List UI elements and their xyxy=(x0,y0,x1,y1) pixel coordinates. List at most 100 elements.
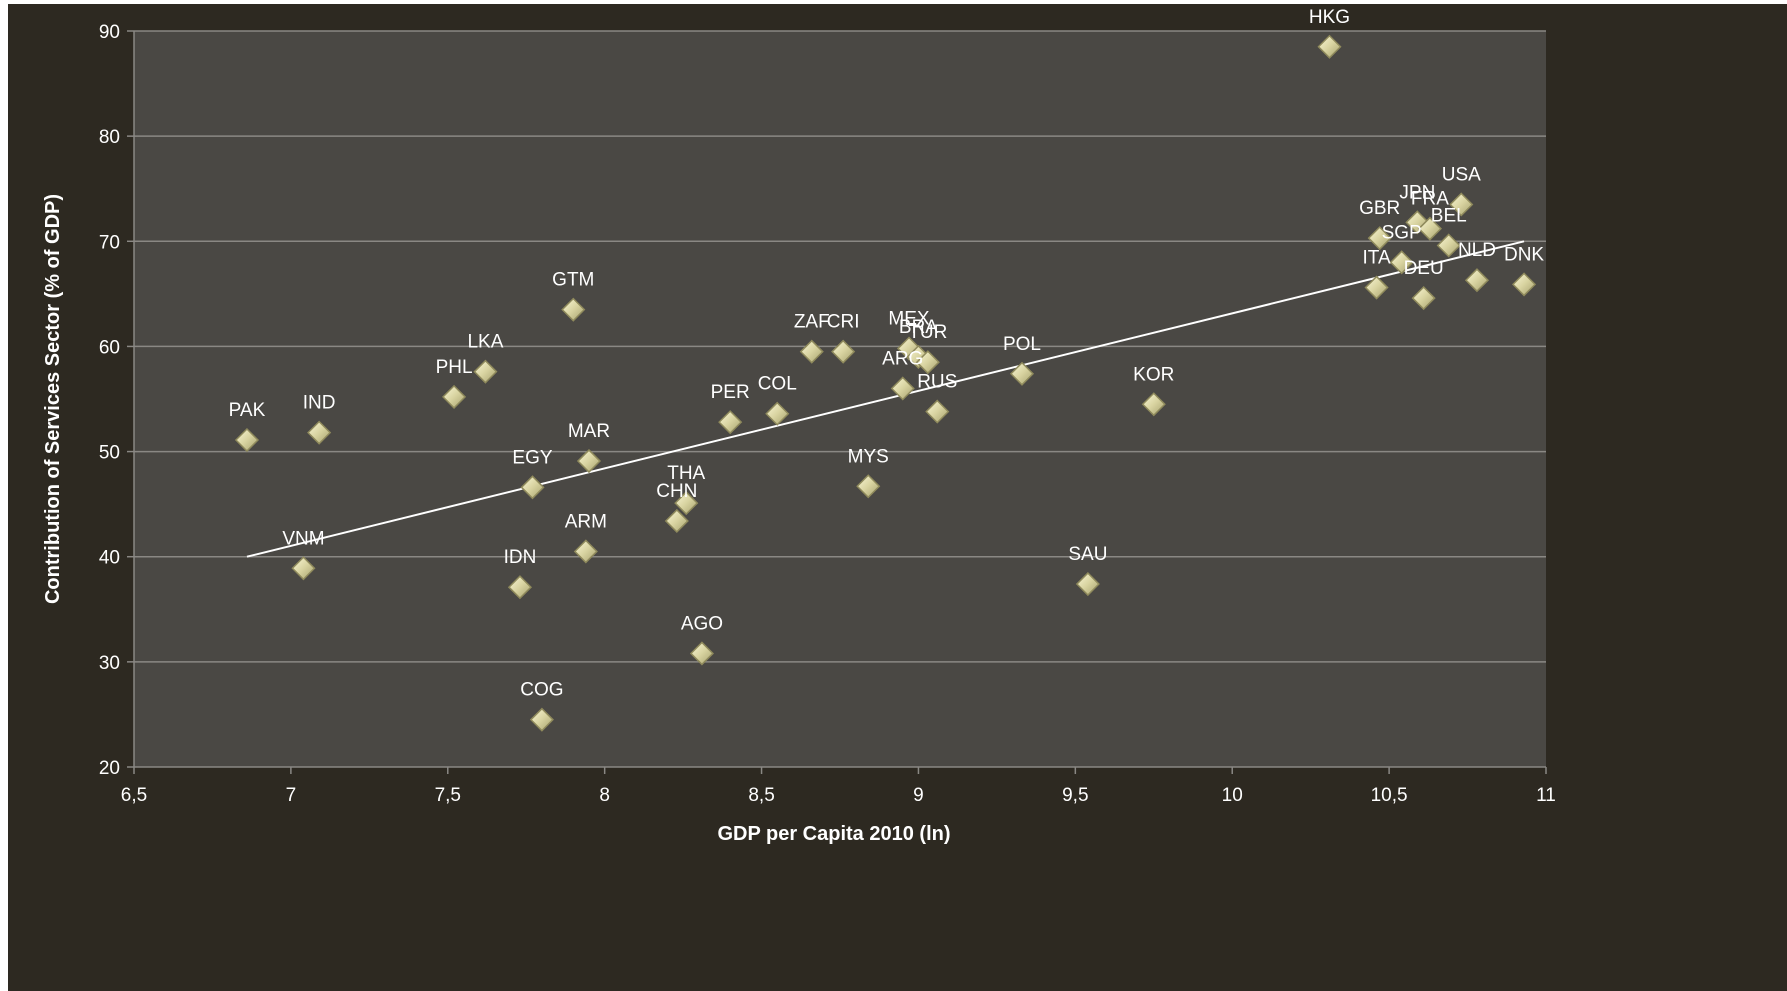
data-label-dnk: DNK xyxy=(1504,244,1544,265)
data-point-gtm xyxy=(561,297,586,322)
data-point-gbr xyxy=(1367,226,1392,251)
data-point-tha xyxy=(674,491,699,516)
data-label-egy: EGY xyxy=(512,447,552,468)
data-point-arg xyxy=(890,376,915,401)
data-label-nld: NLD xyxy=(1458,240,1496,261)
y-tick-label: 20 xyxy=(99,758,120,779)
data-label-zaf: ZAF xyxy=(794,312,830,333)
data-point-per xyxy=(718,410,743,435)
data-point-ago xyxy=(689,641,714,666)
data-label-bra: BRA xyxy=(899,317,938,338)
data-label-col: COL xyxy=(758,374,797,395)
x-tick-label: 6,5 xyxy=(121,785,147,806)
data-label-idn: IDN xyxy=(504,547,537,568)
data-point-fra xyxy=(1417,216,1442,241)
y-tick-label: 70 xyxy=(99,232,120,253)
data-label-pak: PAK xyxy=(229,400,266,421)
data-label-ita: ITA xyxy=(1362,248,1390,269)
data-points xyxy=(234,34,1537,732)
data-point-hkg xyxy=(1317,34,1342,59)
x-tick-label: 7,5 xyxy=(435,785,461,806)
data-point-ita xyxy=(1364,275,1389,300)
chart-panel: 20 30 40 50 60 70 80 90 6,5 7 7,5 8 8,5 9 9,5 10 10,5 11… xyxy=(8,4,1787,991)
data-label-cog: COG xyxy=(520,680,563,701)
x-tick-label: 8 xyxy=(599,785,610,806)
data-label-vnm: VNM xyxy=(282,528,324,549)
x-tick-label: 10 xyxy=(1222,785,1243,806)
x-tick-label: 11 xyxy=(1536,785,1556,806)
data-label-jpn: JPN xyxy=(1399,182,1435,203)
data-label-ago: AGO xyxy=(681,613,723,634)
data-label-deu: DEU xyxy=(1404,258,1444,279)
data-point-idn xyxy=(507,575,533,600)
y-tick-label: 80 xyxy=(99,127,120,148)
x-tick-label: 8,5 xyxy=(748,785,774,806)
data-point-lka xyxy=(473,359,498,384)
data-label-arg: ARG xyxy=(882,348,923,369)
trendline xyxy=(246,240,1525,558)
data-label-tha: THA xyxy=(667,463,705,484)
data-point-pol xyxy=(1009,361,1035,386)
data-label-bel: BEL xyxy=(1431,205,1467,226)
data-point-col xyxy=(765,401,790,426)
y-tick-label: 50 xyxy=(99,443,120,464)
data-point-tur xyxy=(915,350,940,375)
data-label-per: PER xyxy=(711,382,750,403)
scatter-chart: 20 30 40 50 60 70 80 90 6,5 7 7,5 8 8,5 9 9,5 10 10,5 11… xyxy=(42,7,1556,845)
data-label-mar: MAR xyxy=(568,421,610,442)
data-label-arm: ARM xyxy=(565,511,607,532)
data-point-sau xyxy=(1075,571,1100,597)
data-label-mys: MYS xyxy=(848,446,889,467)
data-point-mys xyxy=(856,474,881,499)
data-point-cog xyxy=(529,707,554,732)
y-tick-label: 40 xyxy=(99,548,120,569)
data-point-pak xyxy=(234,427,260,453)
y-tick-label: 90 xyxy=(99,22,120,43)
gridlines xyxy=(127,30,1547,774)
data-point-usa xyxy=(1449,192,1474,217)
x-tick-label: 10,5 xyxy=(1371,785,1408,806)
data-label-hkg: HKG xyxy=(1309,7,1350,28)
data-point-bel xyxy=(1436,233,1461,258)
data-point-cri xyxy=(831,339,856,364)
data-label-rus: RUS xyxy=(917,372,957,393)
data-point-sgp xyxy=(1389,250,1414,275)
data-label-gtm: GTM xyxy=(552,270,594,291)
data-label-sgp: SGP xyxy=(1382,222,1422,243)
data-point-ind xyxy=(307,420,332,445)
data-point-nld xyxy=(1464,268,1490,293)
data-label-kor: KOR xyxy=(1133,364,1174,385)
data-label-cri: CRI xyxy=(827,312,860,333)
data-label-phl: PHL xyxy=(436,357,473,378)
plot-area xyxy=(134,31,1546,767)
data-point-deu xyxy=(1411,286,1436,311)
data-point-arm xyxy=(573,539,598,564)
data-label-fra: FRA xyxy=(1411,189,1449,210)
data-label-usa: USA xyxy=(1442,164,1481,185)
data-point-kor xyxy=(1141,392,1166,417)
y-tick-label: 30 xyxy=(99,653,120,674)
data-label-tur: TUR xyxy=(908,322,947,343)
data-label-lka: LKA xyxy=(467,332,503,353)
data-label-mex: MEX xyxy=(888,309,930,330)
x-tick-label: 7 xyxy=(286,785,297,806)
x-tick-label: 9,5 xyxy=(1062,785,1088,806)
data-point-vnm xyxy=(291,556,316,581)
data-label-sau: SAU xyxy=(1068,544,1107,565)
y-axis-title: Contribution of Services Sector (% of GD… xyxy=(42,194,64,604)
data-point-rus xyxy=(925,399,950,424)
data-label-ind: IND xyxy=(303,393,336,414)
data-label-gbr: GBR xyxy=(1359,198,1400,219)
trendline-group xyxy=(246,240,1525,558)
data-point-zaf xyxy=(799,339,824,364)
data-point-mar xyxy=(576,448,602,474)
data-point-egy xyxy=(520,475,545,500)
y-tick-labels: 20 30 40 50 60 70 80 90 xyxy=(99,22,120,779)
axes xyxy=(133,31,1546,768)
data-label-chn: CHN xyxy=(656,481,697,502)
data-point-chn xyxy=(664,508,689,534)
x-tick-labels: 6,5 7 7,5 8 8,5 9 9,5 10 10,5 11 xyxy=(121,785,1556,806)
data-point-phl xyxy=(441,384,467,409)
